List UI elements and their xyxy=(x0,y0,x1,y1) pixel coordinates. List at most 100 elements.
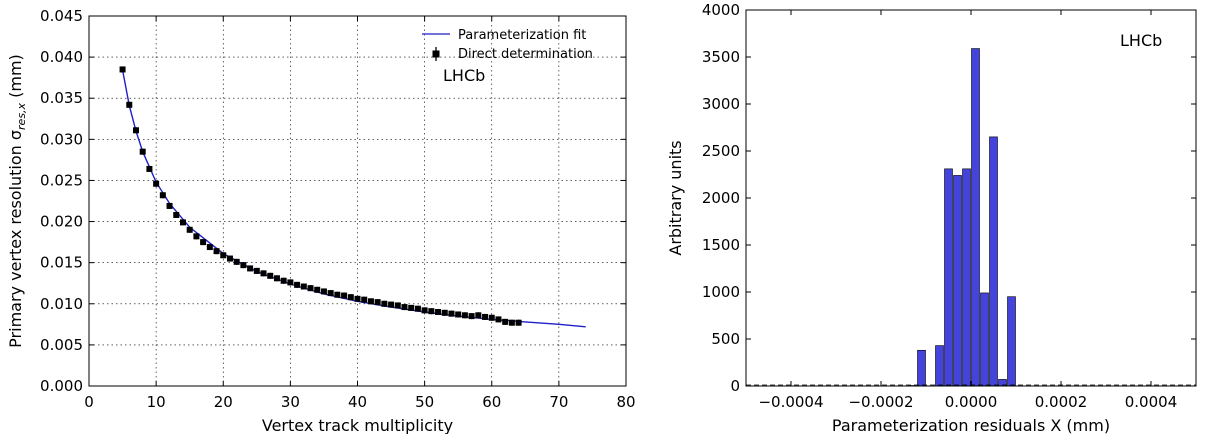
data-point xyxy=(455,311,462,318)
left-x-ticks: 0 10 20 30 40 50 60 70 80 xyxy=(84,16,636,411)
data-point xyxy=(475,312,482,319)
data-point xyxy=(354,295,361,302)
data-point xyxy=(280,277,287,284)
right-y-tick-label: 3000 xyxy=(702,95,740,113)
data-point xyxy=(408,304,415,311)
right-y-tick-label: 4000 xyxy=(702,1,740,19)
data-point xyxy=(388,301,395,308)
left-y-tick-label: 0.035 xyxy=(40,89,83,107)
histogram-bar xyxy=(1007,296,1016,387)
data-point xyxy=(179,219,186,226)
histogram-bar xyxy=(944,168,953,387)
data-point xyxy=(173,211,180,218)
data-point xyxy=(273,275,280,282)
data-point xyxy=(461,312,468,319)
data-point xyxy=(294,281,301,288)
data-point xyxy=(374,299,381,306)
left-y-tick-label: 0.040 xyxy=(40,48,83,66)
right-x-axis-label: Parameterization residuals X (mm) xyxy=(832,416,1110,434)
left-x-tick-label: 60 xyxy=(482,393,501,411)
left-y-axis-label-main: Primary vertex resolution σ xyxy=(6,130,25,348)
right-y-axis-label: Arbitrary units xyxy=(666,140,685,255)
left-grid xyxy=(89,16,626,386)
left-x-tick-label: 30 xyxy=(281,393,300,411)
left-y-tick-label: 0.020 xyxy=(40,213,83,231)
data-point xyxy=(193,233,200,240)
left-x-tick-label: 10 xyxy=(147,393,166,411)
left-y-tick-label: 0.005 xyxy=(40,336,83,354)
left-fit-layer xyxy=(121,70,586,328)
data-point xyxy=(233,258,240,265)
data-point xyxy=(119,66,126,73)
data-point xyxy=(159,192,166,199)
data-point xyxy=(247,265,254,272)
data-point xyxy=(186,226,193,233)
data-point xyxy=(213,248,220,255)
right-x-tick-label: −0.0002 xyxy=(848,393,913,411)
left-x-axis-label: Vertex track multiplicity xyxy=(262,416,453,434)
histogram-bar xyxy=(962,168,971,387)
data-point xyxy=(488,314,495,321)
right-x-tick-label: 0.0000 xyxy=(945,393,998,411)
data-point xyxy=(508,319,515,326)
right-lhcb-annotation: LHCb xyxy=(1120,31,1162,50)
legend-points-marker xyxy=(432,50,440,58)
left-y-tick-label: 0.030 xyxy=(40,130,83,148)
data-point xyxy=(320,288,327,295)
right-y-tick-label: 500 xyxy=(711,330,740,348)
histogram-bar xyxy=(980,292,989,387)
data-point xyxy=(240,262,247,269)
left-x-tick-label: 40 xyxy=(348,393,367,411)
left-legend: Parameterization fit Direct determinatio… xyxy=(422,28,593,62)
data-point xyxy=(401,304,408,311)
data-point xyxy=(394,302,401,309)
right-plot-frame xyxy=(745,9,1197,387)
data-point xyxy=(341,292,348,299)
data-point xyxy=(482,313,489,320)
data-point xyxy=(166,202,173,209)
data-point xyxy=(314,286,321,293)
data-point xyxy=(414,305,421,312)
data-point xyxy=(347,294,354,301)
right-y-tick-label: 2000 xyxy=(702,189,740,207)
legend-fit-label: Parameterization fit xyxy=(458,28,586,43)
data-point xyxy=(300,283,307,290)
data-point xyxy=(428,308,435,315)
data-point xyxy=(361,296,368,303)
left-x-tick-label: 50 xyxy=(415,393,434,411)
right-y-tick-label: 2500 xyxy=(702,142,740,160)
left-y-tick-label: 0.010 xyxy=(40,295,83,313)
fit-series-line xyxy=(121,70,586,328)
data-point xyxy=(200,239,207,246)
right-y-tick-label: 0 xyxy=(730,377,740,395)
left-lhcb-annotation: LHCb xyxy=(443,66,485,85)
data-point xyxy=(421,307,428,314)
histogram-bar xyxy=(935,345,944,387)
right-bars-layer xyxy=(908,48,1016,387)
right-y-ticks: 0 500 1000 1500 2000 2500 3000 3500 4000 xyxy=(702,1,1196,395)
data-point xyxy=(327,290,334,297)
left-y-tick-label: 0.000 xyxy=(40,377,83,395)
data-point xyxy=(260,270,267,277)
histogram-bar xyxy=(953,175,962,387)
data-point xyxy=(307,285,314,292)
data-point xyxy=(468,313,475,320)
data-point xyxy=(435,309,442,315)
left-points-layer xyxy=(119,66,522,326)
data-point xyxy=(267,272,274,279)
histogram-bar xyxy=(971,48,980,387)
left-y-tick-label: 0.015 xyxy=(40,254,83,272)
left-x-tick-label: 20 xyxy=(214,393,233,411)
data-point xyxy=(448,310,455,317)
data-point xyxy=(132,127,139,134)
data-point xyxy=(334,291,341,298)
left-y-axis-label-unit: (mm) xyxy=(6,54,25,103)
data-point xyxy=(515,319,522,326)
data-point xyxy=(220,252,227,259)
data-point xyxy=(146,165,153,172)
data-point xyxy=(253,267,260,274)
data-point xyxy=(495,316,502,323)
right-x-tick-label: 0.0002 xyxy=(1035,393,1088,411)
left-chart: 0 10 20 30 40 50 60 70 80 0.0000.0050.0100.0150.… xyxy=(6,7,636,434)
